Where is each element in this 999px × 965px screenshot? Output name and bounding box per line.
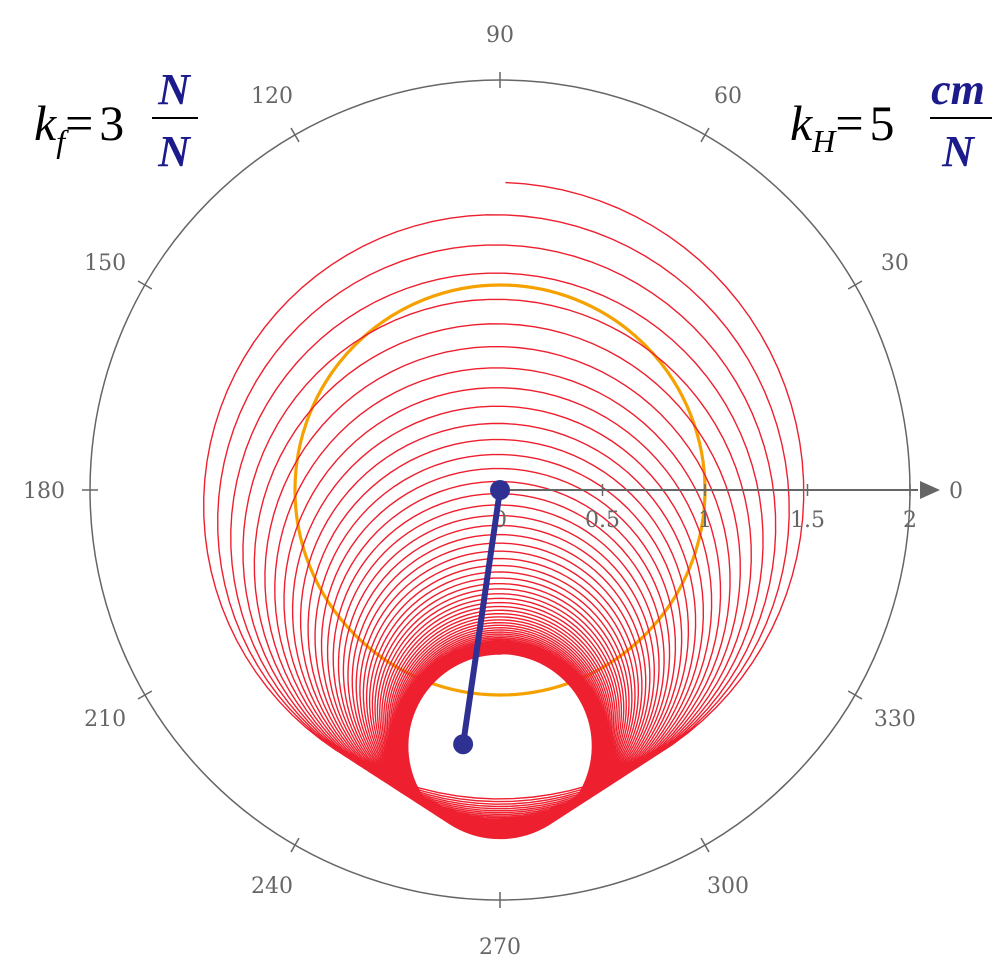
angular-tick xyxy=(847,690,863,700)
formula-left: kf= 3 N N xyxy=(34,65,198,176)
angular-tick xyxy=(137,690,153,700)
angular-tick xyxy=(290,127,300,143)
radial-tick-label: 2 xyxy=(903,508,917,533)
formula-right-value: 5 xyxy=(870,95,895,151)
angular-tick-label: 330 xyxy=(874,707,916,732)
formula-right-equals: = xyxy=(835,95,863,151)
angular-ticks: 0 30 60 90 120 150 180 210 240 270 300 330 xyxy=(23,23,963,960)
angular-tick-label: 60 xyxy=(714,84,742,109)
arm-end-point xyxy=(453,734,474,755)
spiral-series xyxy=(203,181,805,840)
arm-line xyxy=(460,487,503,748)
angular-tick xyxy=(700,127,710,143)
formula-left-unit-numerator: N xyxy=(157,65,192,114)
formula-right-unit-denominator: N xyxy=(941,127,976,176)
radial-axis: 0 0.5 1 1.5 2 xyxy=(493,481,940,533)
formula-left-value: 3 xyxy=(99,95,124,151)
angular-tick xyxy=(137,280,153,290)
angular-tick xyxy=(290,837,300,853)
angular-tick-label: 210 xyxy=(84,707,126,732)
angular-tick-label: 90 xyxy=(486,23,514,48)
angular-tick-label: 150 xyxy=(84,251,126,276)
radial-tick-label: 0.5 xyxy=(585,508,620,533)
angular-tick-label: 120 xyxy=(251,84,293,109)
angular-tick-label: 270 xyxy=(479,935,521,960)
angular-tick-label: 30 xyxy=(881,251,909,276)
angular-tick-label: 300 xyxy=(707,874,749,899)
angular-tick xyxy=(700,837,710,853)
angular-tick-label: 240 xyxy=(251,874,293,899)
arm-start-point xyxy=(490,480,510,500)
svg-text:kH=5: kH= 5 xyxy=(790,95,895,159)
formula-left-symbol: k xyxy=(34,95,57,151)
formula-right: kH= 5 cm N xyxy=(790,65,992,176)
formula-left-equals: = xyxy=(65,95,93,151)
radial-axis-arrow xyxy=(920,481,940,499)
formula-right-subscript: H xyxy=(811,123,837,159)
formula-right-unit-numerator: cm xyxy=(931,65,985,114)
angular-tick xyxy=(847,280,863,290)
formula-left-unit-denominator: N xyxy=(157,127,192,176)
angular-tick-label: 180 xyxy=(23,479,65,504)
angular-tick-label: 0 xyxy=(949,479,963,504)
svg-text:kf=3: kf= 3 xyxy=(34,95,124,159)
radial-tick-label: 1.5 xyxy=(790,508,825,533)
formula-right-symbol: k xyxy=(790,95,813,151)
radial-tick-label: 1 xyxy=(698,508,712,533)
